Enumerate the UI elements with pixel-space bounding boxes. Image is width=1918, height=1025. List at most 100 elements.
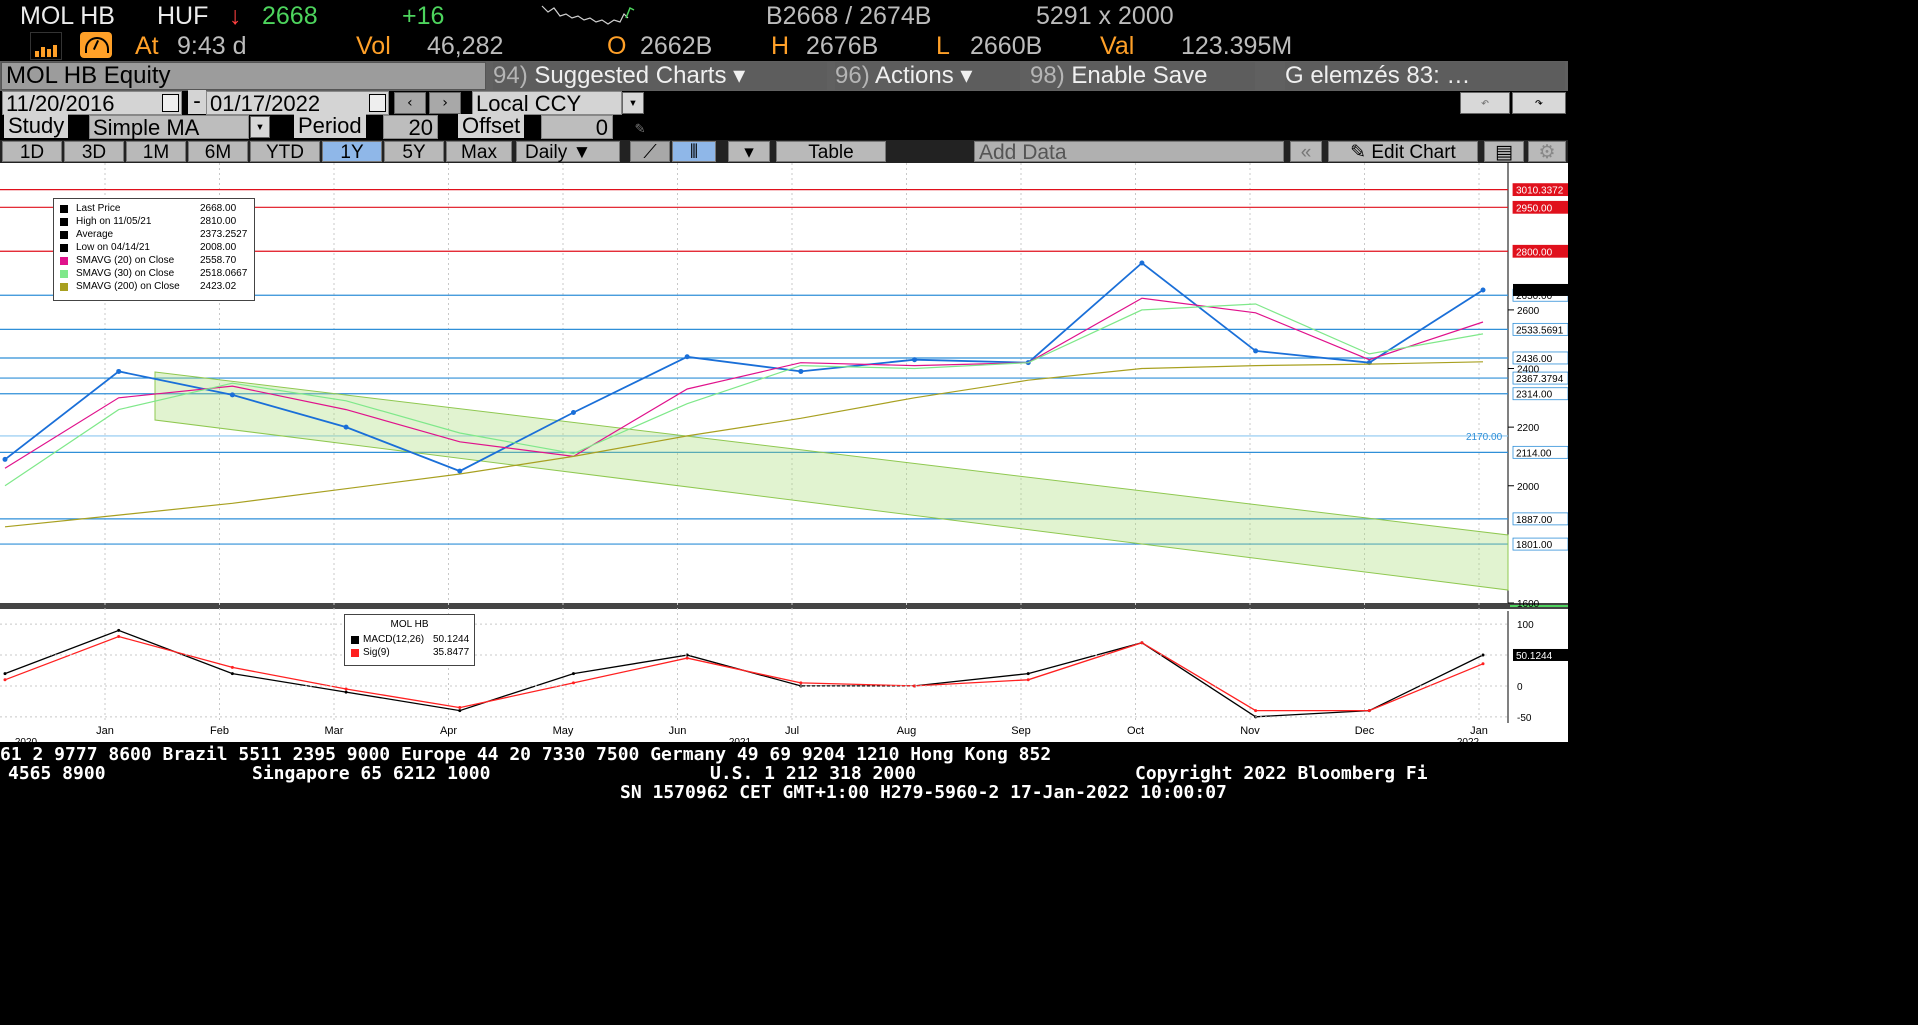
legend-value: 50.1244 — [433, 634, 470, 645]
collapse-icon[interactable]: « — [1290, 141, 1322, 163]
signal-point — [344, 687, 348, 691]
series-point — [912, 357, 918, 363]
signal-point — [1254, 709, 1258, 713]
study-select[interactable]: Simple MA — [89, 115, 249, 140]
candle-chart-icon[interactable]: ⫴ — [672, 141, 716, 163]
last-price: 2668 — [262, 2, 318, 30]
axis-tick-label: 2200 — [1517, 423, 1540, 434]
legend-value: 2668.00 — [200, 203, 237, 214]
footer-copyright: Copyright 2022 Bloomberg Fi — [1135, 763, 1428, 784]
footer-phones-line1: 61 2 9777 8600 Brazil 5511 2395 9000 Eur… — [0, 744, 1052, 765]
period-button-3d[interactable]: 3D — [64, 141, 124, 163]
signal-point — [117, 635, 121, 639]
legend-swatch — [60, 218, 68, 226]
table-button[interactable]: Table — [776, 141, 886, 163]
end-date-input[interactable]: 01/17/2022 — [206, 91, 389, 116]
period-button-1m[interactable]: 1M — [126, 141, 186, 163]
macd-point — [344, 690, 348, 694]
signal-point — [458, 706, 462, 710]
chart-settings-icon[interactable]: ▤ — [1484, 141, 1524, 163]
legend-swatch — [60, 231, 68, 239]
value-traded: 123.395M — [1181, 32, 1293, 60]
price-tag: 2650.00 — [1516, 291, 1553, 302]
axis-tick-label: 1600 — [1517, 599, 1540, 610]
signal-line — [4, 635, 1484, 712]
macd-tick-label: 0 — [1517, 682, 1523, 693]
actions-label: Actions ▾ — [875, 62, 973, 89]
legend-swatch — [351, 649, 359, 657]
chevron-down-icon[interactable]: ▾ — [728, 141, 770, 163]
period-button-1d[interactable]: 1D — [2, 141, 62, 163]
speedometer-icon[interactable] — [80, 32, 112, 58]
period-button-6m[interactable]: 6M — [188, 141, 248, 163]
price-tag: 2367.3794 — [1516, 374, 1564, 385]
legend-label: Average — [76, 229, 114, 240]
line-chart-icon[interactable]: ⟋ — [630, 141, 670, 163]
edit-chart-label: Edit Chart — [1371, 142, 1456, 163]
macd-tag: 50.1244 — [1516, 651, 1553, 662]
period-input[interactable]: 20 — [383, 115, 438, 140]
offset-input[interactable]: 0 — [541, 115, 613, 140]
security-field[interactable]: MOL HB Equity — [1, 62, 486, 90]
legend-row: Low on 04/14/21 2008.00 — [58, 242, 248, 255]
open-price: 2662B — [640, 32, 713, 60]
legend-label: Last Price — [76, 203, 121, 214]
x-month-label: Oct — [1127, 725, 1144, 737]
footer-session: SN 1570962 CET GMT+1:00 H279-5960-2 17-J… — [620, 782, 1227, 803]
x-year-label: 2022 — [1457, 737, 1480, 742]
legend-value: 2423.02 — [200, 281, 237, 292]
chevron-down-icon[interactable]: ▾ — [250, 116, 270, 138]
x-month-label: May — [553, 725, 574, 737]
start-date-input[interactable]: 11/20/2016 — [2, 91, 182, 116]
enable-save-button[interactable]: 98) Enable Save — [1030, 62, 1255, 90]
signal-point — [230, 665, 234, 669]
macd-point — [3, 672, 7, 676]
undo-icon[interactable]: ↶ — [1460, 92, 1510, 114]
footer-phones-line2b: Singapore 65 6212 1000 — [252, 763, 491, 784]
quote-time: 9:43 d — [177, 32, 247, 60]
x-month-label: Sep — [1011, 725, 1031, 737]
low-label: L — [936, 32, 950, 60]
study-label: Study — [4, 114, 69, 138]
calendar-icon[interactable] — [369, 94, 386, 112]
period-button-5y[interactable]: 5Y — [384, 141, 444, 163]
macd-tick-label: 100 — [1517, 620, 1534, 631]
net-change: +16 — [402, 2, 445, 30]
next-period-button[interactable]: › — [429, 92, 461, 114]
suggested-label: Suggested Charts ▾ — [534, 62, 746, 89]
high-label: H — [771, 32, 790, 60]
frequency-select[interactable]: Daily ▼ — [516, 141, 620, 163]
currency-select[interactable]: Local CCY — [472, 91, 622, 116]
actions-menu[interactable]: 96) Actions ▾ — [835, 62, 1020, 90]
series-point — [116, 368, 122, 374]
prev-period-button[interactable]: ‹ — [394, 92, 426, 114]
last-price-tag-box — [1513, 283, 1568, 296]
add-data-input[interactable]: Add Data — [974, 141, 1284, 163]
period-button-max[interactable]: Max — [446, 141, 512, 163]
price-tag-box — [1512, 387, 1568, 401]
period-button-1y[interactable]: 1Y — [322, 141, 382, 163]
pencil-icon[interactable]: ✎ — [635, 118, 645, 137]
macd-legend[interactable]: MOL HB MACD(12,26) 50.1244 Sig(9) 35.8477 — [344, 614, 475, 666]
price-tag: 1801.00 — [1516, 540, 1553, 551]
signal-point — [1140, 641, 1144, 645]
panel-separator — [0, 603, 1568, 609]
suggested-charts-menu[interactable]: 94) Suggested Charts ▾ — [493, 62, 827, 90]
bid-ask: B2668 / 2674B — [766, 2, 932, 30]
price-chart[interactable]: 3010.3372 2950.00 2800.00 2650.00 2533.5691 2… — [0, 163, 1568, 742]
redo-icon[interactable]: ↷ — [1512, 92, 1566, 114]
bid-ask-size: 5291 x 2000 — [1036, 2, 1174, 30]
price-tag-box — [1512, 445, 1568, 459]
chart-title[interactable]: G elemzés 83: … — [1285, 62, 1565, 90]
macd-point — [230, 672, 234, 676]
signal-point — [799, 681, 803, 685]
gear-icon[interactable]: ⚙ — [1528, 141, 1566, 163]
period-button-ytd[interactable]: YTD — [250, 141, 320, 163]
calendar-icon[interactable] — [162, 94, 179, 112]
edit-chart-button[interactable]: ✎ Edit Chart — [1328, 141, 1478, 163]
actions-num: 96) — [835, 62, 870, 89]
signal-point — [1026, 678, 1030, 682]
chevron-down-icon[interactable]: ▾ — [622, 92, 644, 114]
chart-legend[interactable]: Last Price 2668.00 High on 11/05/21 2810.00… — [53, 198, 255, 301]
pencil-icon: ✎ — [1350, 142, 1372, 163]
